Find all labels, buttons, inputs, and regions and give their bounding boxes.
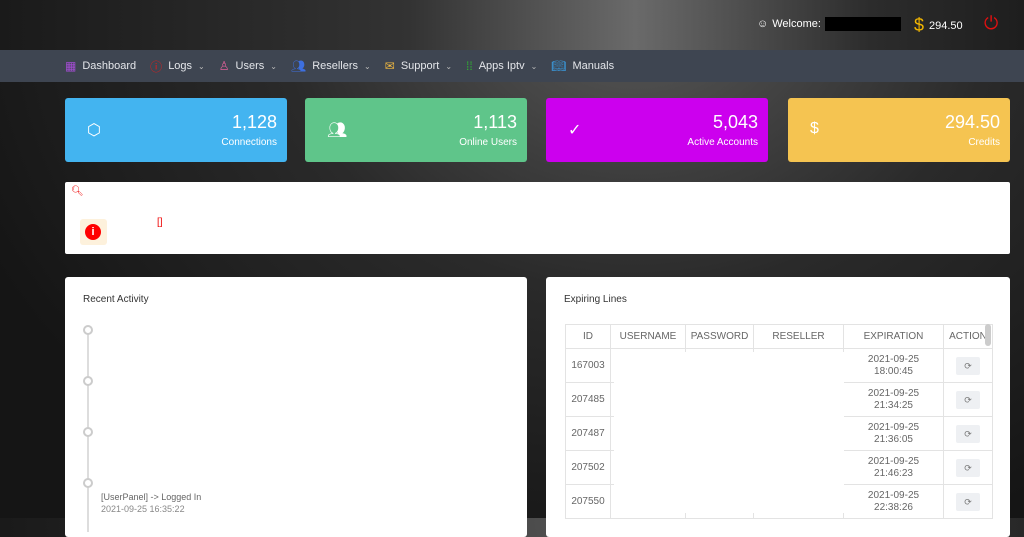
nav-item-support[interactable]: ✉ Support ⌄: [385, 59, 452, 73]
recent-activity-panel: Recent Activity [UserPanel] -> Logged In…: [65, 277, 527, 537]
stat-card-active-accounts[interactable]: ✓ 5,043 Active Accounts: [546, 98, 768, 162]
stat-label: Online Users: [459, 137, 517, 148]
redacted-username: [824, 17, 901, 31]
nav-label: Logs: [168, 60, 193, 72]
expiration-cell: 2021-09-25 22:38:26: [843, 484, 944, 519]
column-header[interactable]: EXPIRATION: [843, 324, 944, 349]
logout-power-icon[interactable]: ⏻: [984, 13, 999, 33]
resellers-icon: 👥︎: [290, 59, 307, 73]
timeline-dot: [83, 478, 93, 488]
nav-item-users[interactable]: ♙ Users ⌄: [219, 59, 277, 73]
timeline-entry-time: 2021-09-25 16:35:22: [101, 504, 185, 514]
stat-value: 5,043: [712, 112, 758, 132]
timeline-dot: [83, 427, 93, 437]
nav-item-resellers[interactable]: 👥︎ Resellers ⌄: [291, 59, 371, 73]
id-cell: 207485: [565, 382, 611, 417]
logs-icon: ⓘ: [150, 59, 163, 74]
panel-title: Expiring Lines: [564, 294, 627, 305]
dashboard-icon: ▦: [65, 59, 77, 73]
grid-icon: ⁞⁞: [466, 59, 473, 73]
renew-refresh-button[interactable]: ⟳: [956, 424, 980, 443]
id-cell: 207550: [565, 484, 611, 519]
chevron-down-icon: ⌄: [530, 61, 538, 71]
alert-box: 🔍︎ i []: [65, 182, 1010, 254]
nav-item-logs[interactable]: ⓘ Logs ⌄: [150, 58, 205, 75]
nav-label: Support: [400, 60, 440, 72]
renew-refresh-button[interactable]: ⟳: [956, 390, 980, 409]
welcome-area: ☺ Welcome:: [757, 17, 901, 31]
top-header: ☺ Welcome: $ 294.50 ⏻: [0, 0, 1024, 50]
expiration-cell: 2021-09-25 21:46:23: [843, 450, 944, 485]
user-circle-icon: ☺: [757, 18, 769, 30]
dollar-icon: $: [914, 15, 925, 35]
dollar-icon: $: [810, 120, 819, 137]
info-icon: i: [85, 224, 101, 240]
column-header[interactable]: RESELLER: [753, 324, 844, 349]
stat-card-online-users[interactable]: 👥︎ 1,113 Online Users: [305, 98, 527, 162]
renew-refresh-button[interactable]: ⟳: [956, 356, 980, 375]
timeline-dot: [83, 376, 93, 386]
panel-title: Recent Activity: [83, 294, 149, 305]
id-cell: 167003: [565, 348, 611, 383]
check-circle-icon: ✓: [568, 122, 582, 139]
expiring-lines-panel: Expiring Lines ID USERNAME PASSWORD RESELLE…: [546, 277, 1010, 537]
search-minus-icon[interactable]: 🔍︎: [71, 186, 84, 197]
expiration-cell: 2021-09-25 21:34:25: [843, 382, 944, 417]
nav-label: Users: [235, 60, 265, 72]
table-scrollbar[interactable]: [985, 324, 991, 346]
user-icon: ♙: [218, 59, 230, 73]
credits-display: $ 294.50: [914, 15, 963, 36]
cube-icon: ⬡: [87, 122, 101, 139]
chevron-down-icon: ⌄: [198, 61, 205, 71]
id-cell: 207487: [565, 416, 611, 451]
welcome-label: Welcome:: [772, 18, 821, 30]
expiration-cell: 2021-09-25 21:36:05: [843, 416, 944, 451]
column-header[interactable]: USERNAME: [610, 324, 686, 349]
renew-refresh-button[interactable]: ⟳: [956, 458, 980, 477]
column-header[interactable]: PASSWORD: [685, 324, 754, 349]
redacted-area: [614, 352, 844, 513]
stat-label: Credits: [968, 137, 1000, 148]
stat-card-credits[interactable]: $294.50 Credits: [788, 98, 1010, 162]
users-icon: 👥︎: [327, 122, 348, 139]
renew-refresh-button[interactable]: ⟳: [956, 492, 980, 511]
book-icon: 📖︎: [551, 59, 567, 73]
stat-value: 1,128: [231, 112, 277, 132]
nav-item-apps-iptv[interactable]: ⁞⁞ Apps Iptv ⌄: [466, 59, 537, 73]
stat-value: 294.50: [944, 112, 1000, 132]
chevron-down-icon: ⌄: [270, 61, 277, 71]
expiration-cell: 2021-09-25 18:00:45: [843, 348, 944, 383]
nav-label: Dashboard: [82, 60, 137, 72]
stat-value: 1,113: [473, 112, 517, 132]
nav-label: Apps Iptv: [478, 60, 525, 72]
chevron-down-icon: ⌄: [445, 61, 453, 71]
timeline-dot: [83, 325, 93, 335]
chevron-down-icon: ⌄: [364, 61, 371, 71]
id-cell: 207502: [565, 450, 611, 485]
nav-item-manuals[interactable]: 📖︎ Manuals: [551, 59, 614, 73]
stat-label: Connections: [221, 137, 277, 148]
column-header[interactable]: ID: [565, 324, 611, 349]
nav-label: Resellers: [312, 60, 359, 72]
nav-item-dashboard[interactable]: ▦ Dashboard: [65, 59, 136, 73]
stat-card-connections[interactable]: ⬡ 1,128 Connections: [65, 98, 287, 162]
main-nav: ▦ Dashboard ⓘ Logs ⌄ ♙ Users ⌄ 👥︎ Resellers ⌄ ✉ Supp…: [0, 50, 1024, 82]
info-icon-box: i: [80, 219, 107, 245]
stat-label: Active Accounts: [687, 137, 758, 148]
mail-icon: ✉: [384, 59, 395, 73]
nav-label: Manuals: [572, 60, 615, 72]
timeline-entry-text: [UserPanel] -> Logged In: [101, 492, 202, 502]
credits-value: 294.50: [929, 19, 963, 32]
alert-message: []: [157, 217, 163, 228]
